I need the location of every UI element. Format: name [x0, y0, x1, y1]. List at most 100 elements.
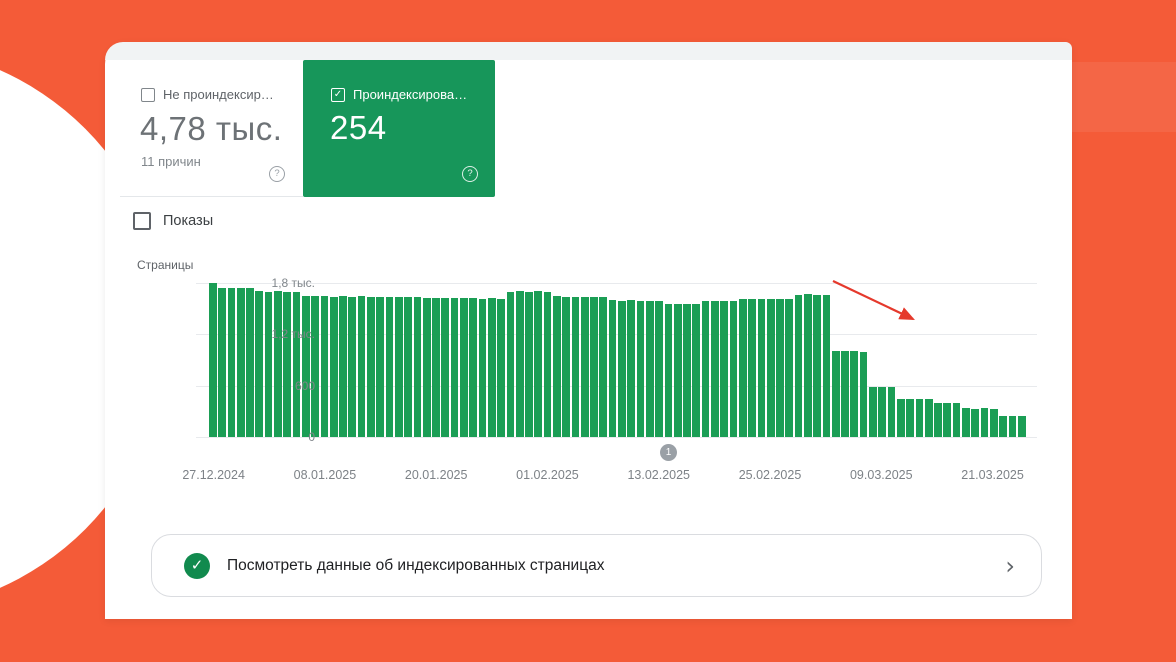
checkbox-unchecked-icon[interactable] — [141, 87, 155, 102]
help-icon[interactable]: ? — [462, 166, 478, 182]
checkbox-checked-icon[interactable]: ✓ — [331, 87, 345, 102]
bar[interactable] — [590, 296, 598, 437]
bar[interactable] — [218, 287, 226, 437]
bar[interactable] — [339, 296, 347, 437]
bar[interactable] — [794, 294, 803, 437]
not-indexed-card[interactable]: Не проиндексир… 4,78 тыс. 11 причин ? — [120, 60, 303, 197]
bar[interactable] — [497, 298, 505, 437]
bar[interactable] — [729, 301, 738, 437]
bar[interactable] — [711, 300, 719, 437]
bar[interactable] — [264, 291, 273, 437]
bar[interactable] — [664, 303, 673, 437]
bar[interactable] — [822, 295, 831, 437]
bar[interactable] — [534, 291, 543, 437]
bar[interactable] — [915, 398, 924, 437]
bar[interactable] — [841, 351, 849, 437]
bar[interactable] — [608, 300, 617, 437]
bar[interactable] — [543, 291, 552, 437]
bar[interactable] — [432, 297, 440, 437]
bar[interactable] — [878, 387, 887, 437]
bar[interactable] — [683, 303, 691, 437]
bar[interactable] — [599, 297, 608, 437]
bar[interactable] — [673, 303, 682, 437]
bar[interactable] — [720, 301, 729, 437]
bar[interactable] — [1008, 416, 1017, 437]
bar[interactable] — [571, 296, 580, 437]
bar[interactable] — [320, 296, 329, 437]
bar[interactable] — [887, 386, 896, 437]
bar[interactable] — [748, 298, 756, 437]
bar[interactable] — [831, 351, 840, 437]
bar[interactable] — [329, 296, 338, 437]
bar[interactable] — [311, 296, 319, 437]
bar[interactable] — [292, 291, 301, 437]
bar[interactable] — [525, 291, 533, 437]
bar[interactable] — [980, 408, 989, 437]
bar[interactable] — [989, 408, 998, 437]
bar[interactable] — [636, 300, 645, 437]
bar[interactable] — [618, 300, 626, 437]
bar[interactable] — [692, 304, 701, 437]
bar[interactable] — [701, 301, 710, 437]
bar[interactable] — [738, 299, 747, 437]
bar[interactable] — [422, 297, 431, 437]
bar[interactable] — [348, 296, 357, 437]
bar[interactable] — [376, 296, 385, 437]
bar[interactable] — [385, 297, 394, 437]
bar[interactable] — [552, 296, 561, 437]
bar[interactable] — [645, 300, 654, 437]
bar[interactable] — [478, 298, 487, 437]
bar[interactable] — [283, 291, 292, 437]
bar[interactable] — [971, 408, 980, 437]
bar[interactable] — [236, 287, 245, 437]
bar[interactable] — [776, 299, 784, 437]
bar[interactable] — [655, 301, 663, 437]
bar[interactable] — [460, 298, 468, 437]
bar[interactable] — [924, 398, 933, 437]
bar[interactable] — [450, 297, 459, 437]
help-icon[interactable]: ? — [269, 166, 285, 182]
bar[interactable] — [367, 296, 375, 437]
bar[interactable] — [766, 298, 775, 437]
bar[interactable] — [441, 297, 450, 437]
bar[interactable] — [785, 299, 794, 437]
bar[interactable] — [487, 298, 496, 437]
bar[interactable] — [896, 398, 905, 437]
bar[interactable] — [934, 402, 942, 437]
date-marker-badge[interactable]: 1 — [660, 444, 677, 461]
indexed-card[interactable]: ✓ Проиндексирова… 254 ? — [303, 60, 495, 197]
bar[interactable] — [301, 295, 310, 437]
bar[interactable] — [506, 291, 515, 437]
chevron-right-icon[interactable]: › — [1005, 551, 1015, 580]
bar[interactable] — [757, 299, 766, 437]
bar[interactable] — [274, 291, 282, 437]
bar[interactable] — [404, 297, 412, 437]
bar[interactable] — [580, 297, 589, 437]
bar[interactable] — [813, 294, 821, 437]
bar[interactable] — [413, 297, 422, 437]
bar[interactable] — [209, 283, 217, 437]
checkbox-unchecked-icon[interactable] — [133, 212, 151, 230]
bar[interactable] — [906, 399, 914, 437]
bar[interactable] — [357, 296, 366, 437]
bar[interactable] — [859, 351, 868, 437]
bar[interactable] — [562, 296, 570, 437]
bar[interactable] — [1017, 415, 1026, 437]
check-circle-icon: ✓ — [184, 552, 210, 579]
bar[interactable] — [869, 386, 877, 437]
bar[interactable] — [999, 415, 1007, 437]
bar[interactable] — [943, 403, 952, 437]
bar[interactable] — [227, 288, 236, 437]
bar[interactable] — [469, 297, 478, 437]
bar[interactable] — [962, 408, 970, 437]
impressions-toggle[interactable]: Показы — [133, 212, 213, 230]
bar[interactable] — [394, 296, 403, 437]
bar[interactable] — [627, 300, 636, 437]
view-indexed-pages-link[interactable]: ✓ Посмотреть данные об индексированных с… — [151, 534, 1042, 597]
bar[interactable] — [246, 288, 254, 437]
bar[interactable] — [952, 403, 961, 437]
bar[interactable] — [804, 294, 812, 437]
bar[interactable] — [255, 291, 264, 437]
bar[interactable] — [850, 350, 859, 437]
bar[interactable] — [515, 291, 524, 437]
